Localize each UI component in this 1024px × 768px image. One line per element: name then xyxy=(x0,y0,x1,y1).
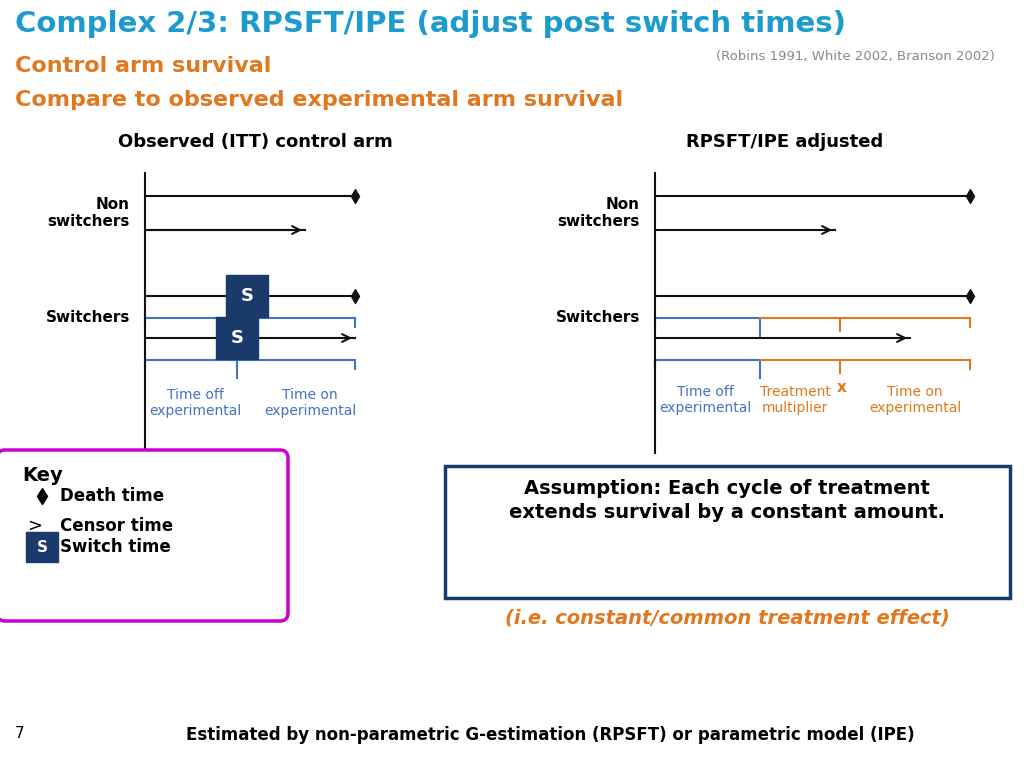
Text: Key: Key xyxy=(22,466,62,485)
Text: Time off
experimental: Time off experimental xyxy=(148,388,241,419)
Text: (Robins 1991, White 2002, Branson 2002): (Robins 1991, White 2002, Branson 2002) xyxy=(716,50,995,63)
Text: x: x xyxy=(837,380,847,395)
Text: Observed (ITT) control arm: Observed (ITT) control arm xyxy=(118,133,392,151)
FancyBboxPatch shape xyxy=(0,450,288,621)
Text: Censor time: Censor time xyxy=(60,517,173,535)
Text: RPSFT/IPE adjusted: RPSFT/IPE adjusted xyxy=(686,133,884,151)
Text: Death time: Death time xyxy=(60,487,164,505)
Text: Non
switchers: Non switchers xyxy=(558,197,640,229)
Text: Compare to observed experimental arm survival: Compare to observed experimental arm sur… xyxy=(15,90,624,110)
FancyBboxPatch shape xyxy=(26,532,58,562)
Text: S: S xyxy=(230,329,244,347)
Text: Switch time: Switch time xyxy=(60,538,171,556)
FancyBboxPatch shape xyxy=(445,466,1010,598)
Text: Switchers: Switchers xyxy=(46,310,130,325)
Text: 7: 7 xyxy=(15,726,25,741)
Text: Time on
experimental: Time on experimental xyxy=(264,388,356,419)
Text: S: S xyxy=(241,287,254,305)
Text: Complex 2/3: RPSFT/IPE (adjust post switch times): Complex 2/3: RPSFT/IPE (adjust post swit… xyxy=(15,10,846,38)
Text: Treatment
multiplier: Treatment multiplier xyxy=(760,385,830,415)
Text: S: S xyxy=(37,539,47,554)
Text: Non
switchers: Non switchers xyxy=(48,197,130,229)
Text: Control arm survival: Control arm survival xyxy=(15,56,271,76)
Text: Assumption: Each cycle of treatment
extends survival by a constant amount.: Assumption: Each cycle of treatment exte… xyxy=(509,479,945,521)
Text: Time off
experimental: Time off experimental xyxy=(658,385,752,415)
Text: (i.e. constant/common treatment effect): (i.e. constant/common treatment effect) xyxy=(505,608,949,627)
Text: Time on
experimental: Time on experimental xyxy=(869,385,962,415)
Text: Estimated by non-parametric G-estimation (RPSFT) or parametric model (IPE): Estimated by non-parametric G-estimation… xyxy=(185,726,914,744)
FancyBboxPatch shape xyxy=(216,317,258,359)
FancyBboxPatch shape xyxy=(226,275,268,317)
Text: Switchers: Switchers xyxy=(556,310,640,325)
Text: >: > xyxy=(28,517,43,535)
